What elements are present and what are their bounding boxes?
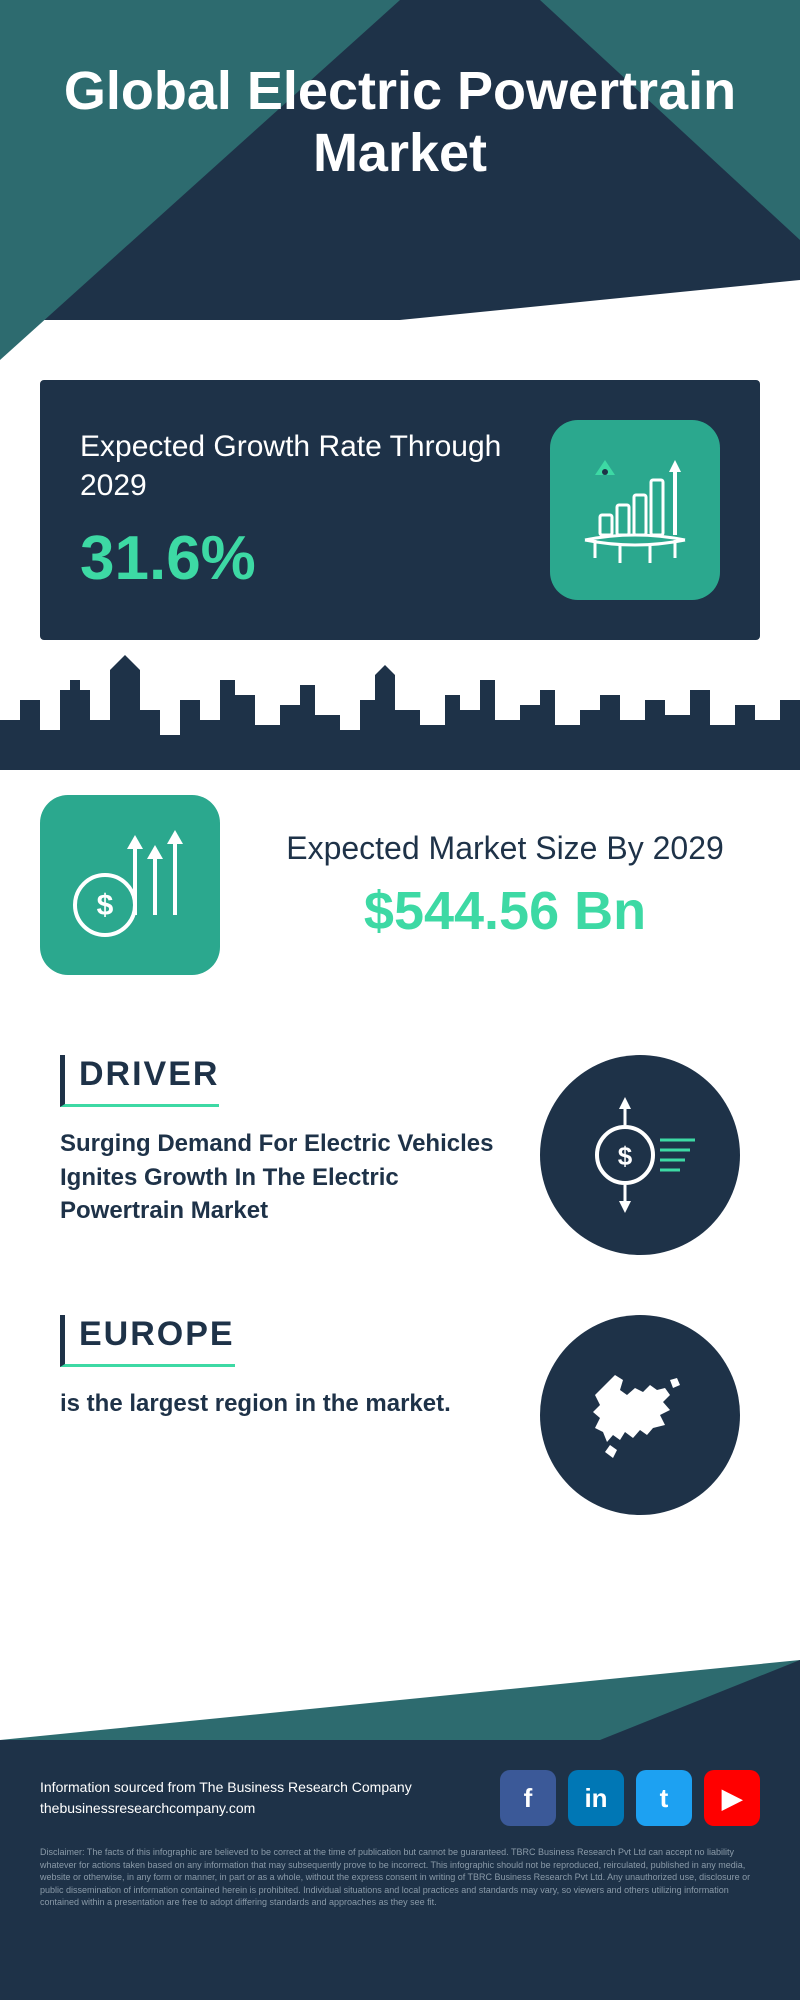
footer-source: Information sourced from The Business Re… [40, 1777, 412, 1819]
region-text-block: EUROPE is the largest region in the mark… [60, 1315, 510, 1421]
growth-chart-icon [550, 420, 720, 600]
region-heading: EUROPE [60, 1315, 235, 1367]
linkedin-icon[interactable]: in [568, 1770, 624, 1826]
market-dollar-icon: $ [40, 795, 220, 975]
svg-text:$: $ [618, 1141, 633, 1171]
growth-rate-card: Expected Growth Rate Through 2029 31.6% [40, 380, 760, 640]
driver-text-block: DRIVER Surging Demand For Electric Vehic… [60, 1055, 510, 1228]
youtube-icon[interactable]: ▶ [704, 1770, 760, 1826]
footer-dark-triangle [600, 1660, 800, 1740]
region-section: EUROPE is the largest region in the mark… [0, 1285, 800, 1545]
footer-section: Information sourced from The Business Re… [0, 1740, 800, 2000]
driver-heading: DRIVER [60, 1055, 219, 1107]
footer-content: Information sourced from The Business Re… [0, 1770, 800, 1826]
disclaimer-text: Disclaimer: The facts of this infographi… [0, 1826, 800, 1909]
growth-label: Expected Growth Rate Through 2029 [80, 427, 550, 505]
market-value: $544.56 Bn [250, 880, 760, 942]
europe-map-icon [540, 1315, 740, 1515]
twitter-icon[interactable]: t [636, 1770, 692, 1826]
market-label: Expected Market Size By 2029 [250, 828, 760, 870]
header-section: Global Electric Powertrain Market [0, 0, 800, 360]
region-desc: is the largest region in the market. [60, 1387, 510, 1421]
svg-text:$: $ [97, 889, 114, 922]
header-white-cut [0, 280, 800, 360]
page-title: Global Electric Powertrain Market [0, 60, 800, 184]
driver-circle-icon: $ [540, 1055, 740, 1255]
facebook-icon[interactable]: f [500, 1770, 556, 1826]
source-line2: thebusinessresearchcompany.com [40, 1798, 412, 1819]
market-text-block: Expected Market Size By 2029 $544.56 Bn [250, 828, 760, 942]
growth-text-block: Expected Growth Rate Through 2029 31.6% [80, 427, 550, 594]
city-skyline-icon [0, 650, 800, 770]
driver-desc: Surging Demand For Electric Vehicles Ign… [60, 1127, 510, 1228]
market-size-section: $ Expected Market Size By 2029 $544.56 B… [0, 775, 800, 1025]
source-line1: Information sourced from The Business Re… [40, 1777, 412, 1798]
growth-value: 31.6% [80, 523, 550, 594]
social-icons: f in t ▶ [500, 1770, 760, 1826]
driver-section: DRIVER Surging Demand For Electric Vehic… [0, 1025, 800, 1285]
